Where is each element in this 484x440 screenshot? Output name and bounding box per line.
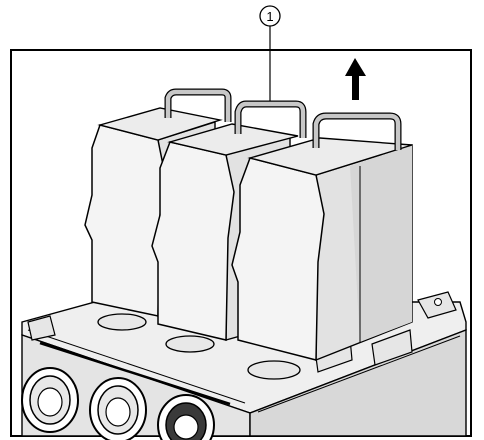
side-rail [257,335,461,413]
module-side-shade [350,145,412,342]
power-module-right [231,112,413,362]
bracket-screw [434,298,442,306]
fan [89,377,147,440]
callout-1: 1 [259,5,281,104]
callout-number: 1 [266,9,273,24]
fan [21,367,79,433]
module-top [97,107,223,141]
front-rail-top [27,329,246,404]
module-top [167,123,299,156]
front-rail-slot [39,341,231,406]
module-front [84,124,166,317]
fan [157,394,215,440]
module-sockets [97,313,301,380]
module-top [247,137,413,176]
module-front [231,157,325,361]
front-fans [21,367,215,440]
side-clamp [371,329,413,366]
module-front [151,141,235,341]
left-bracket [27,315,56,341]
arrow-up-icon [345,58,366,100]
